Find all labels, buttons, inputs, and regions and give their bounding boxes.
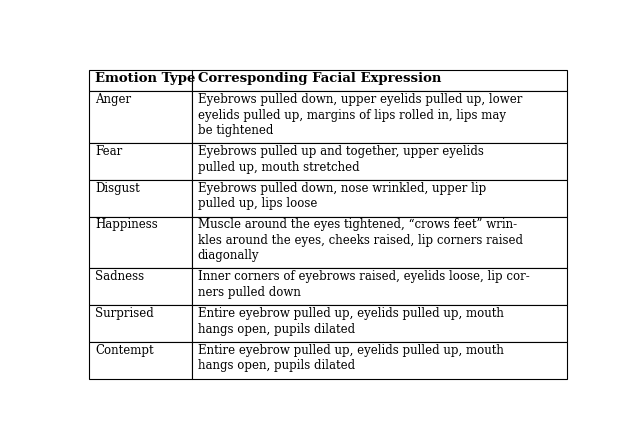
Text: Entire eyebrow pulled up, eyelids pulled up, mouth
hangs open, pupils dilated: Entire eyebrow pulled up, eyelids pulled… [198, 307, 504, 335]
Bar [192, 269, 567, 305]
Bar [89, 342, 192, 378]
Bar [192, 143, 567, 180]
Bar [192, 69, 567, 91]
Text: Inner corners of eyebrows raised, eyelids loose, lip cor-
ners pulled down: Inner corners of eyebrows raised, eyelid… [198, 270, 529, 299]
Bar [89, 269, 192, 305]
Bar [89, 180, 192, 217]
Text: Entire eyebrow pulled up, eyelids pulled up, mouth
hangs open, pupils dilated: Entire eyebrow pulled up, eyelids pulled… [198, 344, 504, 372]
Bar [89, 69, 192, 91]
Text: Eyebrows pulled down, upper eyelids pulled up, lower
eyelids pulled up, margins : Eyebrows pulled down, upper eyelids pull… [198, 93, 522, 137]
Text: Emotion Type: Emotion Type [95, 72, 195, 85]
Text: Fear: Fear [95, 145, 122, 158]
Text: Anger: Anger [95, 93, 131, 106]
Text: Happiness: Happiness [95, 218, 157, 232]
Bar [89, 143, 192, 180]
Text: Corresponding Facial Expression: Corresponding Facial Expression [198, 72, 441, 85]
Text: Surprised: Surprised [95, 307, 154, 320]
Text: Muscle around the eyes tightened, “crows feet” wrin-
kles around the eyes, cheek: Muscle around the eyes tightened, “crows… [198, 218, 523, 263]
Bar [192, 305, 567, 342]
Text: Eyebrows pulled down, nose wrinkled, upper lip
pulled up, lips loose: Eyebrows pulled down, nose wrinkled, upp… [198, 182, 486, 210]
Text: Eyebrows pulled up and together, upper eyelids
pulled up, mouth stretched: Eyebrows pulled up and together, upper e… [198, 145, 484, 174]
Bar [192, 217, 567, 269]
Bar [89, 91, 192, 143]
Text: Sadness: Sadness [95, 270, 144, 283]
Bar [89, 305, 192, 342]
Bar [192, 180, 567, 217]
Text: Disgust: Disgust [95, 182, 140, 195]
Bar [192, 342, 567, 378]
Text: Contempt: Contempt [95, 344, 154, 357]
Bar [192, 91, 567, 143]
Bar [89, 217, 192, 269]
